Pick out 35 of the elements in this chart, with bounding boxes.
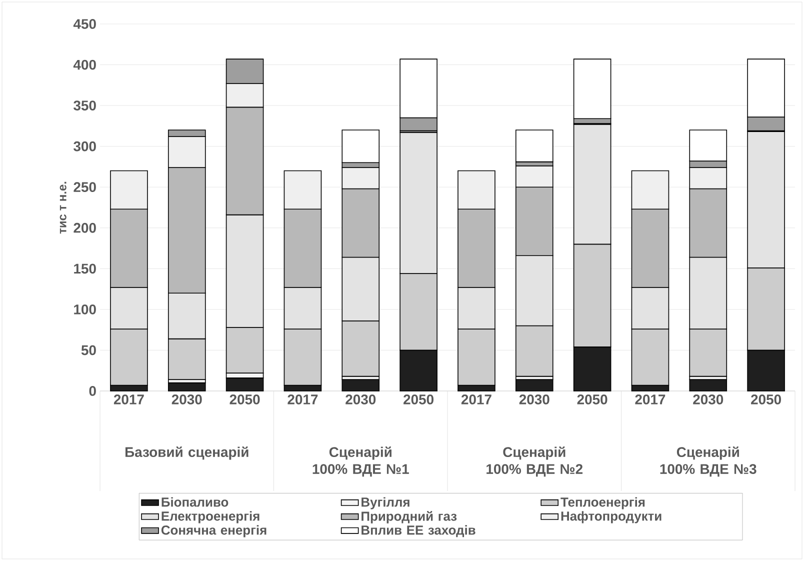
x-tick-label: 2017: [114, 394, 144, 404]
y-tick-label: 450: [73, 19, 96, 29]
x-tick-label: 2050: [751, 394, 781, 404]
x-tick-label: 2030: [172, 394, 202, 404]
legend-label: Теплоенергія: [560, 497, 645, 510]
legend-label: Природний газ: [362, 511, 457, 524]
x-tick-label: 2050: [404, 394, 434, 404]
y-tick-label: 50: [81, 345, 96, 356]
y-tick-label: 250: [74, 182, 96, 192]
legend-label: Нафтопродукти: [561, 511, 662, 524]
x-tick-label: 2017: [288, 394, 318, 404]
y-tick-label: 0: [89, 386, 96, 396]
x-tick-label: 2017: [635, 394, 666, 404]
y-tick-label: 100: [74, 304, 96, 314]
x-tick-label: 2050: [577, 394, 608, 404]
y-tick-label: 150: [74, 264, 96, 274]
x-tick-label: 2030: [346, 394, 376, 404]
legend-label: Електроенергія: [162, 511, 260, 524]
legend-label: Біопаливо: [162, 497, 228, 507]
x-tick-label: 2030: [693, 394, 724, 404]
text: Сценарій 100% ВДЕ №2: [486, 446, 583, 477]
legend-label: Сонячна енергія: [161, 525, 266, 538]
y-tick-label: 400: [73, 60, 96, 70]
x-tick-label: 2030: [519, 394, 550, 404]
y-axis-title: тис т н.е.: [60, 182, 66, 234]
y-tick-label: 300: [74, 141, 96, 152]
text: Сценарій 100% ВДЕ №3: [660, 446, 756, 477]
x-tick-label: 2050: [230, 394, 260, 404]
text: Базовий сценарій: [125, 446, 248, 460]
x-tick-label: 2017: [461, 394, 492, 404]
text: Сценарій 100% ВДЕ №1: [312, 446, 409, 477]
legend-label: Вугілля: [362, 497, 410, 510]
legend-label: Вплив ЕЕ заходів: [362, 525, 476, 538]
y-tick-label: 200: [74, 222, 96, 233]
y-tick-label: 350: [74, 100, 96, 110]
